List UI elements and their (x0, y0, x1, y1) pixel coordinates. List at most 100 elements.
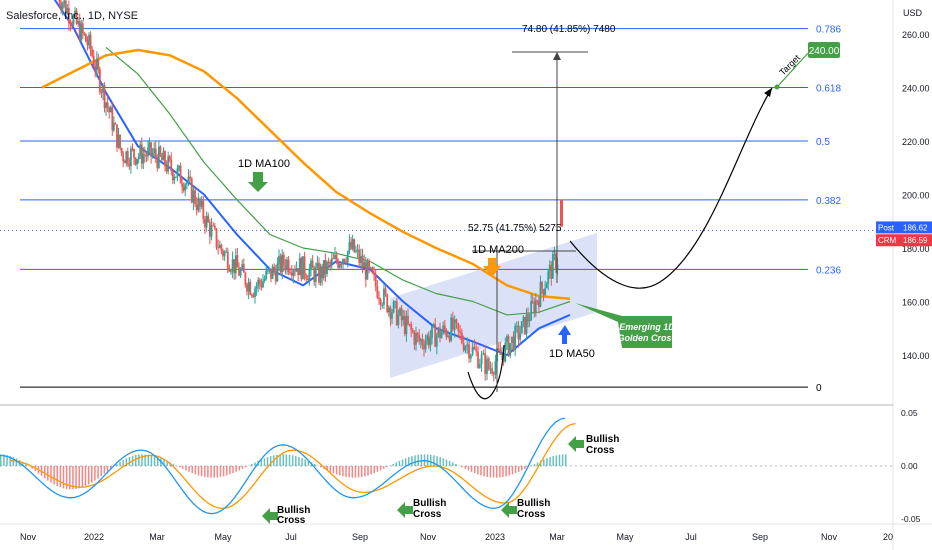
histogram-bar (156, 457, 159, 466)
time-tick: Jul (285, 532, 297, 542)
candle-body (282, 254, 285, 266)
histogram-bar (109, 466, 112, 469)
histogram-bar (200, 466, 203, 477)
histogram-bar (185, 466, 187, 471)
candle-body (394, 301, 397, 303)
candle-body (548, 264, 551, 272)
candle-body (517, 325, 520, 340)
histogram-bar (229, 466, 231, 475)
fib-layer: 0.786 0.618 0.5 0.382 0.236 0 (0, 25, 893, 394)
oscillator-tick: 0.05 (901, 408, 918, 418)
candle-body (391, 312, 393, 319)
candle-body (159, 146, 162, 156)
histogram-bar (21, 462, 24, 466)
bullish-cross-arrow-1 (568, 436, 584, 452)
candle-body (295, 268, 298, 272)
candle-body (74, 10, 76, 16)
histogram-bar (364, 466, 366, 477)
candle-body (257, 279, 260, 287)
candle-body (108, 107, 111, 113)
histogram-bar (304, 459, 306, 466)
candle-body (306, 278, 309, 281)
target-line (777, 52, 809, 87)
candle-body (530, 301, 533, 321)
histogram-bar (332, 466, 335, 474)
histogram-bar (141, 454, 143, 466)
candle-body (514, 325, 517, 351)
price-tick: 220.00 (902, 137, 930, 147)
candle-body (297, 268, 300, 276)
candle-body (462, 342, 465, 351)
histogram-bar (426, 454, 429, 466)
candle-body (230, 271, 232, 273)
candle-body (413, 332, 416, 345)
candle-body (249, 281, 252, 295)
histogram-bar (78, 466, 80, 489)
histogram-bar (448, 460, 451, 466)
candle-body (531, 301, 534, 303)
candle-body (536, 300, 539, 302)
candle-body (287, 259, 290, 273)
histogram-bar (436, 456, 438, 466)
candle-body (103, 85, 106, 108)
histogram-bar (379, 466, 382, 471)
time-tick: Sep (352, 532, 368, 542)
histogram-bar (492, 466, 495, 478)
candle-body (379, 299, 382, 306)
candle-body (263, 278, 266, 281)
candle-body (276, 263, 279, 282)
candle-body (91, 49, 94, 56)
candle-body (533, 302, 536, 314)
candle-body (487, 358, 490, 370)
histogram-bar (216, 466, 219, 478)
candle-body (311, 260, 314, 269)
candle-body (346, 251, 349, 263)
candle-body (478, 364, 481, 368)
candle-body (222, 250, 224, 257)
candle-body (61, 3, 64, 10)
candle-body (162, 151, 165, 161)
bullish-cross-2b: Cross (277, 515, 306, 526)
ma-line (41, 48, 571, 301)
candle-body (242, 264, 245, 273)
candle-body (528, 320, 531, 322)
candle-body (450, 317, 453, 341)
price-badge-label-bg (876, 221, 901, 234)
histogram-bar (194, 466, 197, 475)
candle-body (308, 269, 311, 281)
projection-curve (569, 87, 773, 289)
candle-body (305, 275, 308, 279)
histogram-bar (442, 458, 445, 466)
histogram-bar (72, 466, 74, 490)
time-tick: Sep (752, 532, 768, 542)
candle-body (139, 144, 142, 156)
candle-body (170, 159, 173, 171)
candle-body (324, 260, 327, 275)
price-badge-value: 186.62 (903, 223, 928, 232)
candle-body (246, 285, 248, 292)
histogram-bar (56, 466, 58, 486)
time-tick: Mar (149, 532, 165, 542)
candle-body (284, 265, 287, 270)
candle-body (427, 335, 430, 346)
ma-layer (41, 0, 571, 356)
candle-body (310, 260, 312, 270)
candle-body (319, 266, 322, 283)
histogram-bar (147, 454, 150, 466)
histogram-bar (339, 466, 341, 476)
histogram-bar (106, 466, 109, 472)
candle-body (545, 283, 548, 289)
candle-body (231, 259, 234, 272)
price-axis: USD 260.00 240.00 220.00 200.00 180.00 160.00… (902, 8, 930, 361)
currency-label: USD (903, 8, 923, 18)
candle-body (247, 281, 250, 292)
candle-body (218, 244, 221, 249)
candle-body (356, 249, 359, 251)
candle-body (455, 319, 458, 324)
candle-body (300, 258, 303, 280)
candle-body (351, 239, 354, 249)
candle-body (460, 332, 463, 343)
histogram-bar (367, 466, 369, 476)
price-badge-value: 186.59 (903, 236, 928, 245)
candle-body (271, 266, 274, 279)
